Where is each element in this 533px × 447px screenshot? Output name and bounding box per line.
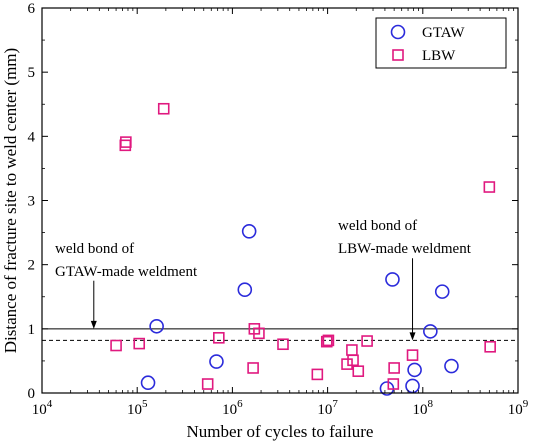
lbw-point [213,332,225,344]
x-tick-exponent: 6 [237,398,243,410]
lbw-point [311,368,324,381]
x-tick-base: 10 [317,402,332,418]
gtaw-point [149,318,164,334]
x-tick-base: 10 [32,402,47,418]
legend-marker-gtaw [390,24,406,40]
x-tick-exponent: 4 [47,398,53,410]
lbw-point [483,181,496,193]
gtaw-point [385,272,400,287]
lbw-point [406,349,419,361]
x-tick-exponent: 7 [332,398,338,410]
annotation-arrow-head [90,320,97,329]
x-tick-base: 10 [508,402,523,418]
legend: GTAW LBW [375,17,507,69]
lbw-point [253,327,265,340]
gtaw-point [407,362,422,378]
legend-marker-lbw [392,49,404,61]
lbw-point [119,139,132,152]
lbw-point [352,365,365,377]
gtaw-point [434,284,450,299]
y-tick-label: 3 [28,194,36,210]
gtaw-point [237,282,253,297]
annotation-text: weld bond of [338,218,417,234]
x-tick-base: 10 [222,402,237,418]
x-tick-exponent: 9 [523,398,529,410]
lbw-point [247,362,259,374]
annotation-text: GTAW-made weldment [55,264,198,280]
lbw-point [201,378,214,390]
lbw-point [320,335,333,348]
y-tick-label: 6 [28,1,36,17]
x-tick-base: 10 [127,402,142,418]
gtaw-point [140,375,156,391]
legend-label-lbw: LBW [422,48,456,64]
x-axis: 104 105 106 107 108 109 [32,8,529,418]
x-tick-label: 109 [508,398,529,418]
x-tick-label: 108 [413,398,434,418]
y-axis-title: Distance of fracture site to weld center… [1,48,20,353]
x-tick-base: 10 [413,402,428,418]
x-tick-label: 105 [127,398,148,418]
lbw-point [388,362,400,374]
x-tick-label: 107 [317,398,338,418]
gtaw-point [423,324,438,339]
y-tick-label: 1 [28,322,36,338]
x-tick-label: 106 [222,398,243,418]
legend-label-gtaw: GTAW [422,25,465,41]
x-tick-exponent: 5 [142,398,148,410]
gtaw-point [241,224,257,239]
gtaw-point [444,358,459,374]
lbw-point [120,136,132,148]
lbw-point [110,339,122,352]
annotation-text: LBW-made weldment [338,241,472,257]
y-tick-label: 0 [28,386,36,402]
lbw-point [361,335,373,347]
x-tick-exponent: 8 [428,398,434,410]
y-tick-label: 5 [28,65,36,81]
gtaw-point [209,354,224,369]
lbw-point [484,340,496,353]
x-tick-label: 104 [32,398,53,418]
y-tick-label: 4 [28,129,36,145]
y-axis: 0 1 2 3 4 5 6 [28,1,518,402]
lbw-point [133,337,146,350]
annotations: weld bond of GTAW-made weldment weld bond … [55,218,472,341]
annotation-arrow-head [409,332,416,341]
lbw-point [341,358,353,370]
data-points [110,102,496,396]
lbw-point [346,344,358,356]
y-tick-label: 2 [28,258,36,274]
x-axis-title: Number of cycles to failure [187,422,374,441]
annotation-text: weld bond of [55,241,134,257]
lbw-point [387,378,400,390]
lbw-point [322,334,335,347]
lbw-point [157,102,170,115]
lbw-point [277,338,289,351]
lbw-point [347,354,359,367]
